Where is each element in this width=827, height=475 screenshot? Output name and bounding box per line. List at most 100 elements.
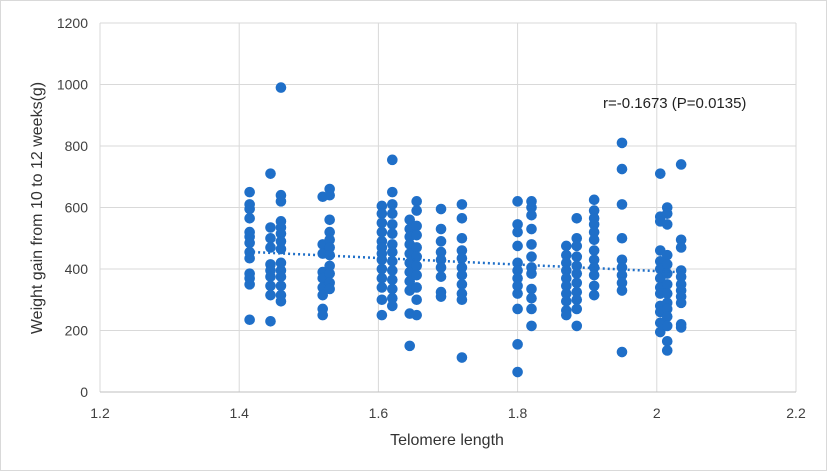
data-point [275,271,287,282]
y-tick-label: 800 [65,138,89,154]
correlation-annotation: r=-0.1673 (P=0.0135) [603,95,746,112]
data-point [588,245,600,256]
data-point [435,223,447,235]
data-point [387,239,398,250]
y-axis-label: Weight gain from 10 to 12 weeks(g) [29,82,46,334]
data-point [675,271,687,282]
data-point [411,242,422,253]
data-point [571,294,583,306]
data-point [661,279,673,290]
data-point [387,265,398,276]
data-point [661,208,673,219]
data-point [244,252,255,264]
data-point [275,228,287,239]
data-point [588,194,600,206]
data-point [456,212,468,224]
data-point [275,236,287,247]
data-point [376,208,388,219]
y-tick-label: 1200 [57,15,88,31]
data-point [435,271,447,282]
data-point [571,212,583,224]
data-point [387,186,398,198]
data-point [512,366,523,378]
data-point [265,271,276,282]
data-point [561,309,572,321]
data-point [661,259,673,270]
data-point [561,240,572,252]
data-point [571,251,583,262]
data-point [588,269,600,281]
data-point [376,272,388,284]
data-point [387,228,398,239]
data-point [588,219,600,230]
data-point [265,289,276,301]
data-point [456,294,468,306]
data-point [324,214,335,226]
data-point [376,294,388,306]
data-point [435,254,447,266]
data-point [387,274,398,286]
data-point [411,294,422,306]
data-point [456,232,468,244]
data-point [456,279,468,290]
data-point [571,320,583,332]
data-point [275,295,287,307]
data-point [244,314,255,326]
data-point [661,219,673,230]
data-point [512,257,523,269]
data-point [616,232,628,244]
data-point [244,186,255,198]
data-point [275,257,287,269]
y-axis-ticks: 0 200 400 600 800 1000 1200 [57,15,88,400]
x-tick-label: 1.6 [369,405,389,421]
data-point [324,189,335,201]
data-point [616,199,628,210]
data-point [265,315,276,327]
data-point [588,205,600,216]
data-point [588,226,600,238]
data-point [376,226,388,238]
data-point [561,288,572,299]
x-axis-label: Telomere length [390,432,504,449]
data-point [244,237,255,249]
data-point [435,203,447,215]
data-point [661,303,673,315]
data-point [317,289,329,301]
data-point [661,335,673,347]
data-point [526,223,537,235]
data-point [526,209,537,221]
data-point [456,245,468,256]
data-point [275,280,287,292]
data-point [512,280,523,292]
data-point [387,292,398,304]
data-point [512,288,523,299]
data-point [561,280,572,292]
data-point [275,196,287,207]
data-point [512,265,523,276]
y-tick-label: 1000 [57,77,88,93]
data-point [411,205,422,216]
data-point [435,291,447,302]
y-tick-label: 600 [65,200,89,216]
data-point [675,159,687,170]
data-point [512,226,523,238]
data-point [435,236,447,247]
data-point [376,200,388,212]
data-point [661,268,673,279]
data-point [661,311,673,322]
data-point [275,82,287,93]
data-point [512,240,523,252]
data-point [244,212,255,224]
trendline [253,250,678,274]
data-point [661,320,673,332]
data-point [456,199,468,210]
data-point [324,226,335,238]
data-point [571,268,583,279]
data-point [324,260,335,272]
data-point [324,283,335,295]
data-point [616,269,628,281]
data-point [376,254,388,266]
data-point [324,268,335,279]
data-point [317,309,329,321]
